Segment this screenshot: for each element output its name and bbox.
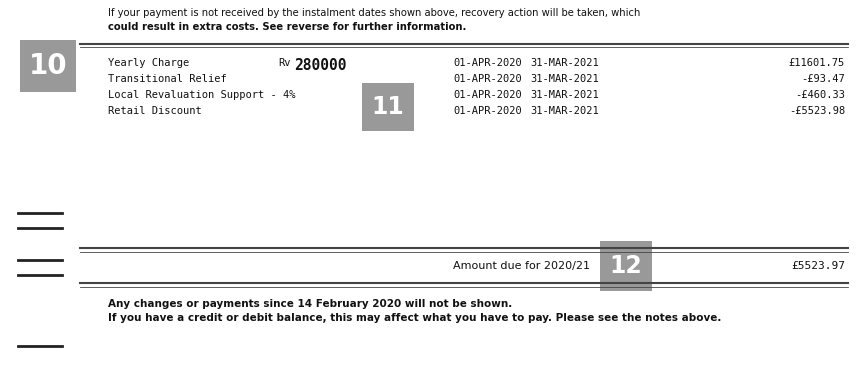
Text: 31-MAR-2021: 31-MAR-2021 bbox=[530, 106, 599, 116]
Text: Any changes or payments since 14 February 2020 will not be shown.: Any changes or payments since 14 Februar… bbox=[108, 299, 513, 309]
Text: -£93.47: -£93.47 bbox=[802, 74, 845, 84]
Text: -£5523.98: -£5523.98 bbox=[789, 106, 845, 116]
Text: Rv: Rv bbox=[278, 58, 291, 68]
Text: could result in extra costs. See reverse for further information.: could result in extra costs. See reverse… bbox=[108, 22, 466, 32]
Text: 10: 10 bbox=[28, 52, 67, 80]
Text: 01-APR-2020: 01-APR-2020 bbox=[453, 58, 522, 68]
Text: 31-MAR-2021: 31-MAR-2021 bbox=[530, 90, 599, 100]
Text: £5523.97: £5523.97 bbox=[791, 261, 845, 271]
Text: 01-APR-2020: 01-APR-2020 bbox=[453, 74, 522, 84]
FancyBboxPatch shape bbox=[600, 241, 652, 291]
Text: Yearly Charge: Yearly Charge bbox=[108, 58, 189, 68]
Text: Amount due for 2020/21: Amount due for 2020/21 bbox=[453, 261, 590, 271]
Text: If you have a credit or debit balance, this may affect what you have to pay. Ple: If you have a credit or debit balance, t… bbox=[108, 313, 722, 323]
Text: £11601.75: £11601.75 bbox=[789, 58, 845, 68]
Text: 31-MAR-2021: 31-MAR-2021 bbox=[530, 58, 599, 68]
Text: 01-APR-2020: 01-APR-2020 bbox=[453, 90, 522, 100]
FancyBboxPatch shape bbox=[20, 40, 76, 92]
Text: If your payment is not received by the instalment dates shown above, recovery ac: If your payment is not received by the i… bbox=[108, 8, 641, 18]
Text: 11: 11 bbox=[372, 95, 404, 119]
Text: 31-MAR-2021: 31-MAR-2021 bbox=[530, 74, 599, 84]
FancyBboxPatch shape bbox=[362, 83, 414, 131]
Text: 12: 12 bbox=[610, 254, 642, 278]
Text: 280000: 280000 bbox=[294, 58, 347, 73]
Text: Retail Discount: Retail Discount bbox=[108, 106, 202, 116]
Text: Local Revaluation Support - 4%: Local Revaluation Support - 4% bbox=[108, 90, 296, 100]
Text: Transitional Relief: Transitional Relief bbox=[108, 74, 227, 84]
Text: 01-APR-2020: 01-APR-2020 bbox=[453, 106, 522, 116]
Text: -£460.33: -£460.33 bbox=[795, 90, 845, 100]
